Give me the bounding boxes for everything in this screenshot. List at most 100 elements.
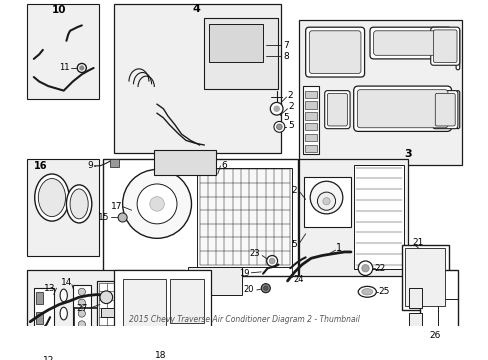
Ellipse shape: [60, 307, 67, 320]
Bar: [163, 332, 188, 350]
Ellipse shape: [70, 189, 88, 219]
Bar: [26, 270, 185, 360]
FancyBboxPatch shape: [309, 31, 360, 73]
FancyBboxPatch shape: [324, 91, 349, 129]
Circle shape: [80, 66, 84, 70]
Text: 21: 21: [412, 238, 423, 247]
Text: 22: 22: [374, 264, 385, 273]
Text: 14: 14: [61, 278, 72, 287]
Text: 20: 20: [243, 285, 253, 294]
Circle shape: [78, 288, 85, 296]
Bar: [299, 20, 462, 165]
Bar: [304, 145, 317, 152]
Text: 25: 25: [377, 287, 389, 296]
FancyBboxPatch shape: [369, 27, 450, 59]
Bar: [26, 4, 99, 99]
Text: 2: 2: [287, 91, 292, 100]
Circle shape: [273, 121, 284, 132]
Circle shape: [261, 284, 270, 293]
Bar: [299, 159, 407, 276]
Circle shape: [78, 310, 85, 317]
Bar: [122, 279, 166, 332]
Circle shape: [309, 181, 342, 214]
Circle shape: [78, 299, 85, 306]
Text: 3: 3: [404, 149, 411, 159]
Ellipse shape: [361, 289, 372, 295]
Text: 26: 26: [428, 331, 440, 340]
Text: 17: 17: [110, 202, 122, 211]
Text: 5: 5: [290, 240, 296, 249]
Text: 8: 8: [283, 52, 288, 61]
Circle shape: [122, 170, 191, 238]
Circle shape: [137, 184, 177, 224]
Circle shape: [317, 192, 335, 210]
Bar: [73, 284, 91, 332]
Circle shape: [78, 321, 85, 328]
Circle shape: [270, 102, 283, 115]
Text: 1: 1: [335, 243, 341, 253]
FancyBboxPatch shape: [357, 90, 447, 128]
Text: 24: 24: [292, 275, 303, 284]
Bar: [36, 292, 43, 305]
FancyBboxPatch shape: [373, 31, 447, 55]
Bar: [113, 4, 281, 153]
FancyBboxPatch shape: [327, 93, 346, 126]
Bar: [101, 308, 113, 317]
Bar: [169, 279, 204, 323]
Text: 5: 5: [288, 121, 293, 130]
Bar: [408, 312, 421, 329]
Ellipse shape: [358, 286, 376, 297]
FancyBboxPatch shape: [434, 93, 454, 126]
Bar: [304, 123, 317, 130]
Bar: [405, 248, 444, 306]
Bar: [204, 18, 278, 89]
Bar: [197, 168, 291, 267]
Ellipse shape: [35, 174, 69, 221]
Text: 15: 15: [97, 213, 109, 222]
Circle shape: [276, 124, 282, 130]
FancyBboxPatch shape: [432, 30, 456, 63]
Bar: [303, 86, 319, 154]
Text: 10: 10: [52, 5, 66, 15]
Text: 2015 Chevy Traverse Air Conditioner Diagram 2 - Thumbnail: 2015 Chevy Traverse Air Conditioner Diag…: [128, 315, 359, 324]
Circle shape: [263, 286, 267, 291]
Bar: [401, 245, 448, 310]
Text: 18: 18: [155, 351, 166, 360]
Circle shape: [118, 213, 127, 222]
Circle shape: [322, 198, 329, 205]
Ellipse shape: [66, 185, 92, 223]
Bar: [208, 23, 263, 62]
Bar: [26, 159, 99, 256]
Text: 13: 13: [44, 284, 56, 293]
Bar: [303, 177, 350, 226]
Bar: [304, 112, 317, 120]
Circle shape: [77, 63, 86, 72]
Text: 27: 27: [77, 303, 88, 312]
Ellipse shape: [38, 179, 65, 217]
Circle shape: [361, 265, 368, 272]
Bar: [36, 312, 43, 324]
FancyBboxPatch shape: [430, 27, 459, 65]
Bar: [34, 288, 54, 332]
Bar: [408, 288, 421, 308]
Circle shape: [358, 261, 372, 275]
Text: 16: 16: [34, 161, 47, 171]
Bar: [187, 267, 242, 294]
Bar: [97, 281, 180, 360]
Text: 7: 7: [283, 41, 288, 50]
Bar: [304, 91, 317, 98]
Ellipse shape: [60, 289, 67, 302]
Text: 9: 9: [87, 161, 93, 170]
FancyBboxPatch shape: [455, 29, 459, 70]
Bar: [102, 159, 297, 276]
FancyBboxPatch shape: [353, 86, 450, 131]
FancyBboxPatch shape: [455, 91, 459, 129]
Bar: [113, 270, 211, 338]
FancyBboxPatch shape: [432, 91, 457, 129]
Circle shape: [273, 106, 279, 112]
Text: 11: 11: [60, 63, 70, 72]
Text: 4: 4: [193, 4, 201, 14]
Bar: [110, 159, 119, 167]
Text: 2: 2: [290, 186, 296, 195]
Text: 19: 19: [239, 269, 249, 278]
